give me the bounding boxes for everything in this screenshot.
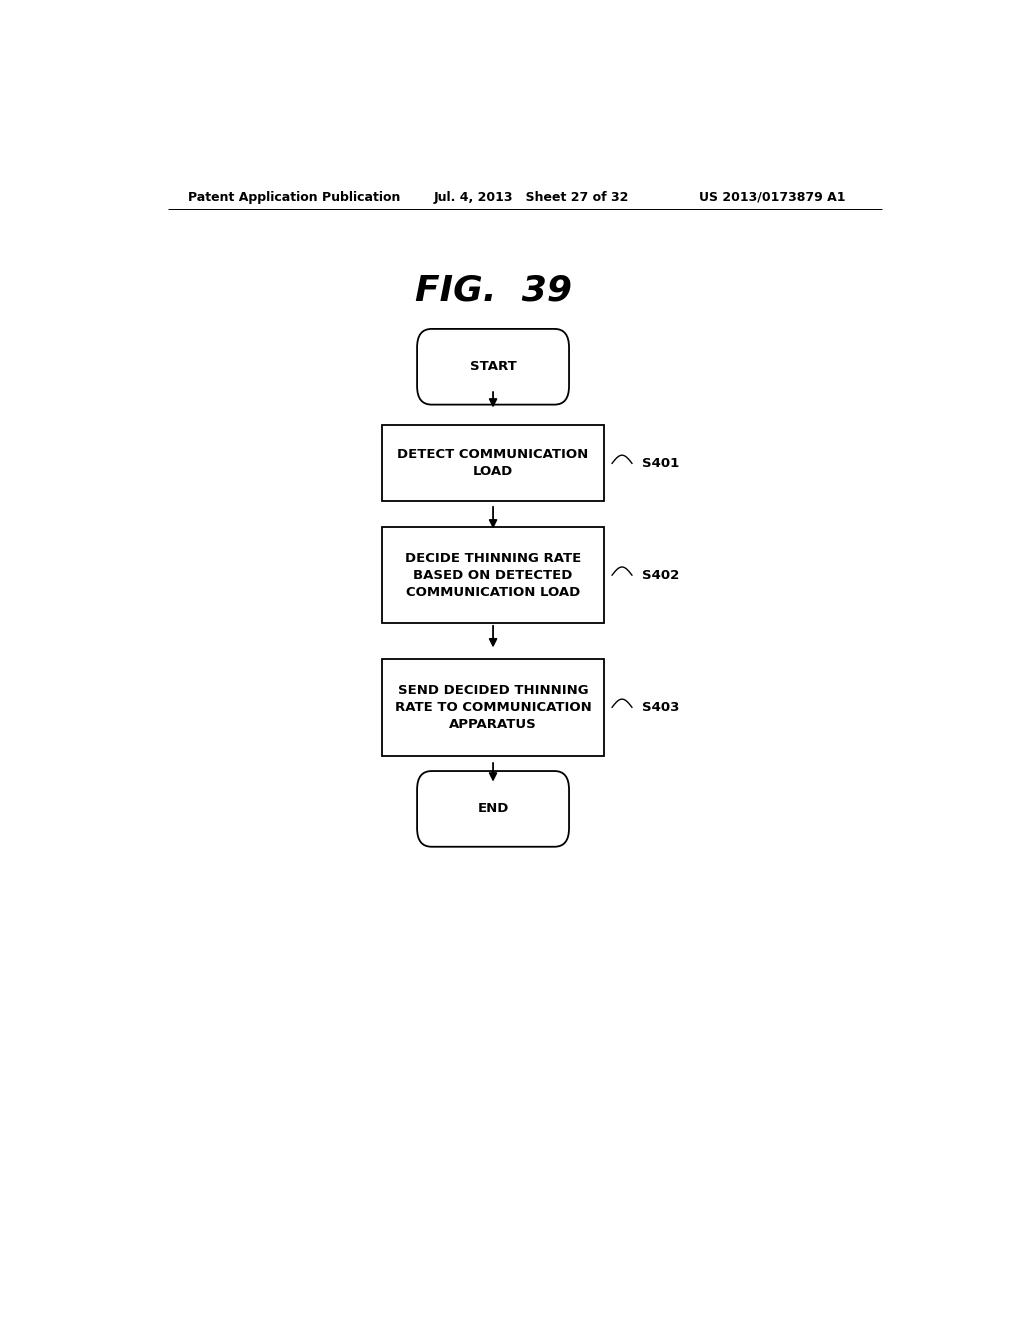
Text: DETECT COMMUNICATION
LOAD: DETECT COMMUNICATION LOAD <box>397 449 589 478</box>
Text: S401: S401 <box>642 457 680 470</box>
FancyBboxPatch shape <box>382 527 604 623</box>
Text: DECIDE THINNING RATE
BASED ON DETECTED
COMMUNICATION LOAD: DECIDE THINNING RATE BASED ON DETECTED C… <box>404 552 582 599</box>
FancyBboxPatch shape <box>382 659 604 755</box>
Text: SEND DECIDED THINNING
RATE TO COMMUNICATION
APPARATUS: SEND DECIDED THINNING RATE TO COMMUNICAT… <box>394 684 592 731</box>
Text: Patent Application Publication: Patent Application Publication <box>187 190 400 203</box>
FancyBboxPatch shape <box>382 425 604 502</box>
Text: US 2013/0173879 A1: US 2013/0173879 A1 <box>699 190 846 203</box>
Text: FIG.  39: FIG. 39 <box>415 273 571 308</box>
Text: Jul. 4, 2013   Sheet 27 of 32: Jul. 4, 2013 Sheet 27 of 32 <box>433 190 629 203</box>
Text: S402: S402 <box>642 569 680 582</box>
Text: START: START <box>470 360 516 374</box>
Text: END: END <box>477 803 509 816</box>
Text: S403: S403 <box>642 701 680 714</box>
FancyBboxPatch shape <box>417 329 569 405</box>
FancyBboxPatch shape <box>417 771 569 846</box>
